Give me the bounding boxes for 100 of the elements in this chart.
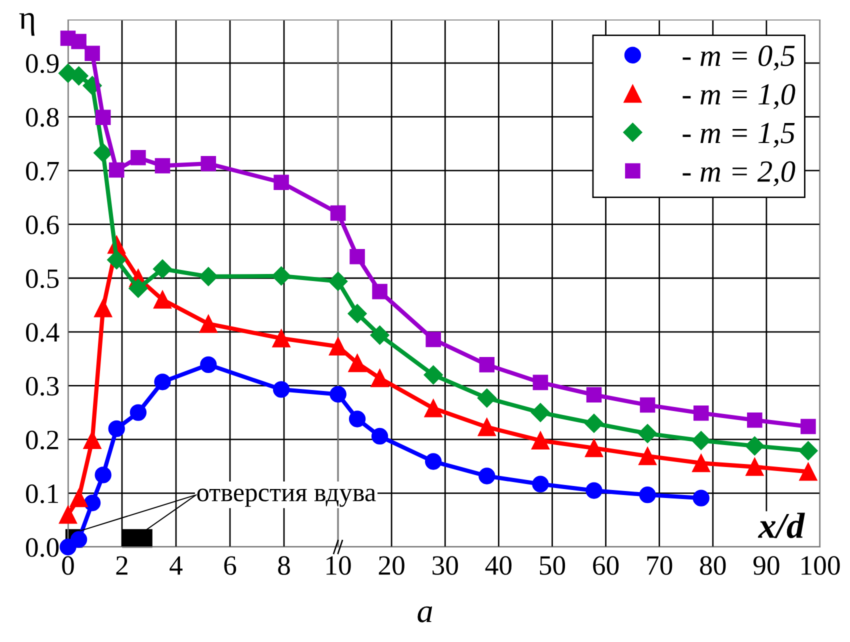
legend-label: - m = 2,0 bbox=[682, 161, 796, 186]
x-tick-label: 60 bbox=[593, 556, 619, 575]
point bbox=[71, 34, 86, 50]
x-tick-label: 80 bbox=[700, 556, 726, 575]
point bbox=[153, 290, 172, 309]
point bbox=[94, 299, 112, 318]
point bbox=[478, 418, 496, 436]
point bbox=[154, 158, 170, 174]
point bbox=[640, 397, 656, 413]
point bbox=[532, 374, 548, 390]
point bbox=[800, 418, 816, 434]
point bbox=[692, 454, 710, 472]
point bbox=[531, 431, 550, 450]
x-tick-label: 90 bbox=[753, 556, 780, 575]
x-tick-label: 0 bbox=[62, 556, 74, 575]
point bbox=[84, 494, 101, 512]
point bbox=[154, 374, 171, 390]
point bbox=[586, 387, 602, 402]
point bbox=[638, 447, 657, 466]
point bbox=[348, 304, 367, 324]
y-tick-label: 0.6 bbox=[26, 216, 59, 234]
point bbox=[107, 250, 126, 270]
point bbox=[586, 482, 602, 499]
point bbox=[272, 266, 291, 286]
x-tick-label: 40 bbox=[485, 556, 512, 575]
x-tick-label: 50 bbox=[540, 556, 566, 575]
point bbox=[693, 405, 709, 421]
point bbox=[70, 489, 88, 508]
point bbox=[58, 506, 78, 524]
point bbox=[198, 266, 218, 286]
point bbox=[745, 436, 764, 456]
x-tick-label: 100 bbox=[802, 556, 840, 575]
x-tick-label: 8 bbox=[278, 556, 290, 575]
y-tick-label: 0.0 bbox=[26, 538, 59, 558]
point bbox=[130, 404, 147, 421]
x-tick-label: 2 bbox=[116, 556, 128, 575]
point bbox=[426, 332, 441, 348]
point bbox=[272, 329, 290, 348]
y-tick-label: 0.8 bbox=[26, 108, 59, 127]
point bbox=[370, 369, 389, 388]
point bbox=[330, 205, 346, 221]
point bbox=[798, 441, 818, 460]
point bbox=[348, 410, 366, 428]
point bbox=[477, 388, 496, 408]
point bbox=[130, 150, 146, 166]
y-tick-label: 0.7 bbox=[26, 162, 59, 181]
point bbox=[83, 430, 102, 450]
point bbox=[747, 412, 762, 428]
point bbox=[128, 278, 148, 298]
point bbox=[424, 399, 442, 418]
point bbox=[108, 162, 124, 178]
point bbox=[200, 156, 216, 172]
legend-label: - m = 1,5 bbox=[682, 122, 795, 148]
point bbox=[328, 272, 348, 291]
point bbox=[799, 462, 818, 481]
point bbox=[350, 248, 365, 264]
y-axis-title: η bbox=[19, 13, 34, 36]
x-tick-label: 30 bbox=[432, 556, 458, 575]
y-tick-label: 0.5 bbox=[26, 269, 59, 288]
point bbox=[330, 386, 346, 403]
point bbox=[746, 458, 764, 476]
point bbox=[424, 365, 443, 384]
point bbox=[584, 414, 604, 433]
legend-label: - m = 1,0 bbox=[682, 84, 796, 110]
x-axis-title: x/d bbox=[758, 512, 805, 538]
x-tick-label: 70 bbox=[647, 556, 672, 575]
point bbox=[108, 420, 125, 438]
y-tick-label: 0.9 bbox=[26, 54, 59, 74]
point bbox=[94, 143, 113, 162]
point bbox=[348, 354, 366, 372]
point bbox=[152, 259, 172, 279]
point bbox=[424, 453, 442, 470]
x-tick-label: 20 bbox=[378, 556, 404, 575]
point bbox=[692, 490, 710, 506]
point bbox=[199, 314, 218, 333]
x-tick-label: 4 bbox=[170, 556, 183, 575]
point bbox=[532, 476, 549, 492]
point bbox=[530, 403, 550, 422]
point bbox=[274, 174, 289, 190]
point bbox=[692, 430, 711, 450]
legend-label: - m = 0,5 bbox=[682, 46, 795, 71]
point bbox=[478, 468, 496, 484]
y-tick-label: 0.2 bbox=[26, 430, 58, 450]
point bbox=[370, 326, 390, 345]
y-tick-label: 0.3 bbox=[26, 376, 59, 396]
point bbox=[84, 46, 100, 61]
annotation: отверстия вдува bbox=[197, 488, 376, 507]
y-tick-label: 0.4 bbox=[26, 323, 60, 342]
point bbox=[200, 356, 217, 374]
point bbox=[371, 428, 388, 445]
point bbox=[272, 381, 290, 398]
point bbox=[372, 284, 388, 300]
point bbox=[95, 110, 111, 125]
point bbox=[638, 424, 658, 444]
x-tick-label: 10 bbox=[326, 556, 351, 575]
point bbox=[94, 466, 112, 484]
y-tick-label: 0.1 bbox=[26, 484, 58, 504]
point bbox=[479, 357, 495, 372]
point bbox=[639, 486, 656, 504]
text: a bbox=[418, 606, 432, 622]
